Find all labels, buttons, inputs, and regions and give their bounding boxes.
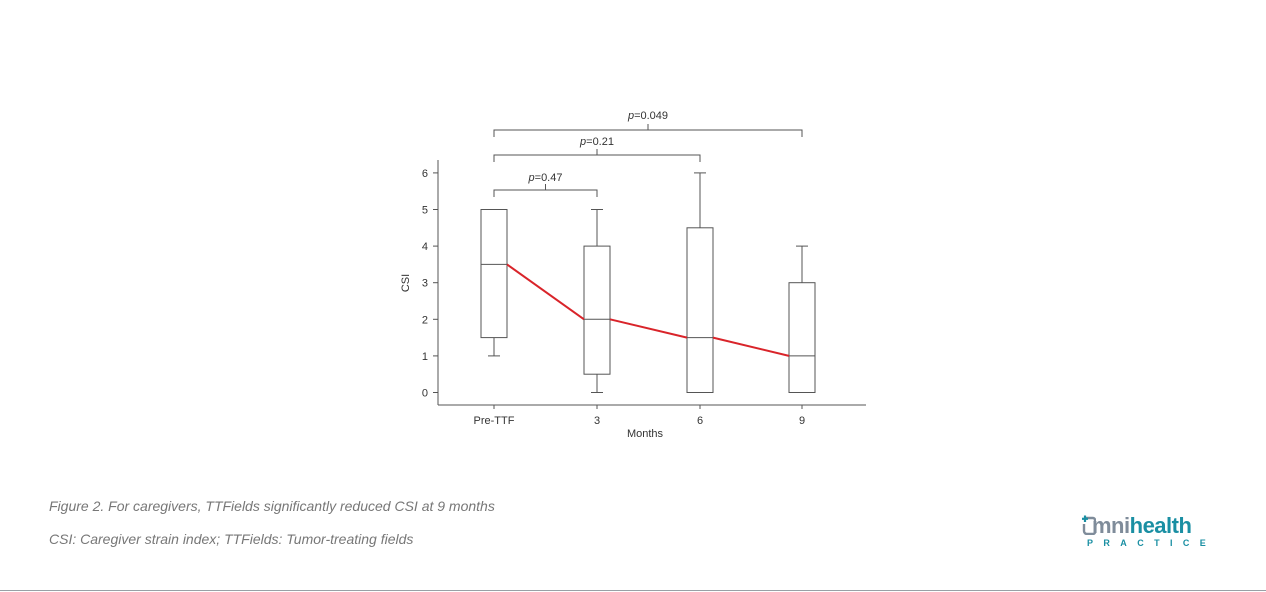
- x-tick-label: 9: [799, 415, 805, 427]
- y-tick-label: 2: [422, 314, 428, 326]
- bracket-pre-ttf-vs-9: p=0.049: [493, 110, 803, 137]
- abbreviations-caption: CSI: Caregiver strain index; TTFields: T…: [49, 531, 414, 547]
- y-tick-label: 4: [422, 241, 428, 253]
- median-trend-segment: [609, 318, 688, 339]
- median-trend-segment: [506, 263, 585, 321]
- logo-mark-icon: [1082, 515, 1096, 535]
- bracket-pre-ttf-vs-6: p=0.21: [493, 136, 701, 162]
- figure-caption: Figure 2. For caregivers, TTFields signi…: [49, 498, 495, 514]
- x-tick-label: 6: [697, 415, 703, 427]
- y-tick-label: 0: [422, 388, 428, 400]
- bracket-line: [493, 129, 803, 137]
- p-value-label: p=0.47: [528, 172, 563, 184]
- p-value-symbol: p: [528, 172, 535, 184]
- box-pre-ttf: [480, 209, 508, 357]
- median-trend: [506, 263, 790, 357]
- boxes: [480, 172, 816, 394]
- y-tick-label: 5: [422, 205, 428, 217]
- logo-wordmark-health: health: [1129, 513, 1192, 538]
- p-value-number: =0.049: [634, 110, 668, 122]
- box-body: [788, 282, 816, 394]
- x-tick-label: 3: [594, 415, 600, 427]
- y-tick-label: 3: [422, 278, 428, 290]
- logo-wordmark: mnihealth: [1092, 513, 1192, 539]
- y-axis-label: CSI: [400, 274, 412, 292]
- x-tick-label: Pre-TTF: [474, 415, 515, 427]
- bottom-divider: [0, 590, 1266, 591]
- box-6: [686, 172, 714, 393]
- box-body: [583, 245, 611, 375]
- significance-brackets: p=0.47p=0.21p=0.049: [493, 110, 803, 197]
- bracket-line: [493, 189, 598, 197]
- x-axis-label: Months: [627, 428, 664, 440]
- box-3: [583, 209, 611, 393]
- p-value-number: =0.47: [535, 172, 563, 184]
- logo-wordmark-omni: mni: [1092, 513, 1130, 538]
- bracket-pre-ttf-vs-3: p=0.47: [493, 172, 598, 197]
- logo-tagline: PRACTICE: [1087, 538, 1217, 548]
- box-body: [686, 227, 714, 393]
- omnihealth-logo: mnihealth PRACTICE: [1082, 513, 1222, 553]
- x-ticks: Pre-TTF 3 6 9: [474, 405, 805, 427]
- p-value-symbol: p: [579, 136, 586, 148]
- bracket-line: [493, 154, 701, 162]
- p-value-label: p=0.21: [579, 136, 614, 148]
- y-tick-label: 6: [422, 168, 428, 180]
- y-tick-label: 1: [422, 351, 428, 363]
- p-value-label: p=0.049: [627, 110, 668, 122]
- box-9: [788, 245, 816, 394]
- y-ticks: 0 1 2 3 4 5 6: [422, 168, 438, 400]
- p-value-symbol: p: [627, 110, 634, 122]
- p-value-number: =0.21: [586, 136, 614, 148]
- box-body: [480, 209, 508, 339]
- median-trend-segment: [712, 336, 790, 357]
